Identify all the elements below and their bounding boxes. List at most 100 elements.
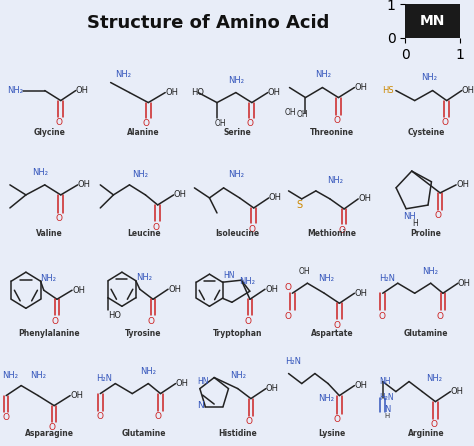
Text: OH: OH bbox=[299, 267, 310, 276]
Text: Threonine: Threonine bbox=[310, 128, 354, 137]
Text: O: O bbox=[245, 317, 252, 326]
Text: OH: OH bbox=[266, 384, 279, 393]
Text: OH: OH bbox=[355, 381, 367, 390]
Text: OH: OH bbox=[70, 391, 83, 400]
Text: N: N bbox=[384, 405, 391, 414]
Text: NH₂: NH₂ bbox=[33, 168, 48, 178]
Text: OH: OH bbox=[456, 180, 469, 190]
Text: Tryptophan: Tryptophan bbox=[213, 329, 263, 338]
Text: HS: HS bbox=[382, 86, 393, 95]
Text: Structure of Amino Acid: Structure of Amino Acid bbox=[87, 14, 330, 32]
Text: NH₂: NH₂ bbox=[228, 76, 244, 85]
Text: NH₂: NH₂ bbox=[239, 277, 255, 286]
Text: Methionine: Methionine bbox=[307, 228, 356, 238]
Text: Arginine: Arginine bbox=[408, 429, 444, 438]
Text: NH₂: NH₂ bbox=[132, 170, 148, 179]
Text: H: H bbox=[384, 413, 390, 419]
Text: O: O bbox=[334, 321, 341, 330]
Text: NH₂: NH₂ bbox=[421, 73, 438, 82]
Text: OH: OH bbox=[269, 194, 282, 202]
Text: O: O bbox=[248, 224, 255, 234]
Text: Glutamine: Glutamine bbox=[121, 429, 166, 438]
Text: Leucine: Leucine bbox=[127, 228, 160, 238]
Text: HO: HO bbox=[108, 311, 121, 320]
Text: HO: HO bbox=[191, 88, 204, 97]
Text: HN: HN bbox=[197, 377, 209, 386]
Text: O: O bbox=[333, 116, 340, 125]
Text: Cysteine: Cysteine bbox=[407, 128, 445, 137]
Text: Lysine: Lysine bbox=[318, 429, 346, 438]
Text: OH: OH bbox=[76, 86, 89, 95]
Text: O: O bbox=[246, 417, 253, 426]
Text: H₂N: H₂N bbox=[285, 357, 301, 366]
Text: H: H bbox=[412, 219, 418, 227]
Text: NH: NH bbox=[379, 377, 391, 386]
Text: Glycine: Glycine bbox=[34, 128, 65, 137]
Text: O: O bbox=[379, 312, 386, 321]
Text: H₂N: H₂N bbox=[379, 393, 393, 402]
Text: NH₂: NH₂ bbox=[327, 176, 343, 186]
Text: OH: OH bbox=[450, 387, 464, 396]
Text: O: O bbox=[97, 412, 103, 421]
Text: H₂N: H₂N bbox=[379, 274, 395, 283]
Text: O: O bbox=[435, 211, 442, 220]
Text: Glutamine: Glutamine bbox=[404, 329, 448, 338]
Text: N: N bbox=[197, 401, 204, 410]
Text: O: O bbox=[430, 420, 437, 429]
Text: O: O bbox=[152, 223, 159, 231]
Text: O: O bbox=[246, 119, 254, 128]
Text: NH₂: NH₂ bbox=[136, 273, 152, 282]
Text: NH₂: NH₂ bbox=[31, 371, 46, 380]
Text: MN: MN bbox=[420, 14, 445, 28]
Text: OH: OH bbox=[168, 285, 181, 294]
Text: OH: OH bbox=[165, 88, 178, 97]
Text: Asparagine: Asparagine bbox=[25, 429, 74, 438]
Text: NH₂: NH₂ bbox=[426, 374, 442, 383]
Text: S: S bbox=[297, 200, 303, 210]
Text: OH: OH bbox=[72, 286, 85, 295]
Text: OH: OH bbox=[462, 86, 474, 95]
Text: OH: OH bbox=[285, 108, 296, 117]
Text: Valine: Valine bbox=[36, 228, 63, 238]
Text: Phenylalanine: Phenylalanine bbox=[18, 329, 80, 338]
Text: O: O bbox=[143, 119, 150, 128]
Text: NH₂: NH₂ bbox=[422, 267, 438, 276]
Text: OH: OH bbox=[458, 279, 471, 288]
Text: O: O bbox=[339, 226, 346, 235]
Text: O: O bbox=[147, 317, 155, 326]
Text: O: O bbox=[284, 312, 291, 321]
Text: O: O bbox=[49, 423, 56, 432]
Text: Tyrosine: Tyrosine bbox=[125, 329, 162, 338]
Text: O: O bbox=[52, 317, 59, 326]
Text: H₂N: H₂N bbox=[97, 374, 112, 383]
Text: OH: OH bbox=[355, 289, 367, 298]
Text: NH₂: NH₂ bbox=[40, 274, 56, 283]
Text: HN: HN bbox=[224, 271, 235, 280]
Text: NH₂: NH₂ bbox=[115, 70, 131, 79]
Text: O: O bbox=[437, 312, 444, 321]
Text: OH: OH bbox=[78, 180, 91, 190]
Text: OH: OH bbox=[265, 285, 278, 294]
Text: Serine: Serine bbox=[224, 128, 252, 137]
Text: NH₂: NH₂ bbox=[2, 371, 18, 380]
Text: OH: OH bbox=[297, 110, 309, 119]
Text: NH₂: NH₂ bbox=[140, 367, 156, 376]
Text: OH: OH bbox=[268, 88, 281, 97]
Text: OH: OH bbox=[175, 379, 189, 388]
Text: OH: OH bbox=[358, 194, 371, 203]
Text: OH: OH bbox=[214, 119, 226, 128]
Text: Alanine: Alanine bbox=[127, 128, 160, 137]
Text: Proline: Proline bbox=[410, 228, 441, 238]
Text: O: O bbox=[55, 118, 63, 127]
Text: Aspartate: Aspartate bbox=[310, 329, 353, 338]
Text: O: O bbox=[285, 283, 292, 292]
Text: OH: OH bbox=[355, 83, 367, 92]
Text: Histidine: Histidine bbox=[219, 429, 257, 438]
Text: NH₂: NH₂ bbox=[318, 274, 334, 283]
Text: NH₂: NH₂ bbox=[230, 371, 246, 380]
Text: NH₂: NH₂ bbox=[318, 394, 334, 403]
Text: O: O bbox=[441, 118, 448, 127]
Text: NH₂: NH₂ bbox=[7, 86, 23, 95]
Text: O: O bbox=[154, 412, 161, 421]
Text: NH₂: NH₂ bbox=[315, 70, 331, 79]
